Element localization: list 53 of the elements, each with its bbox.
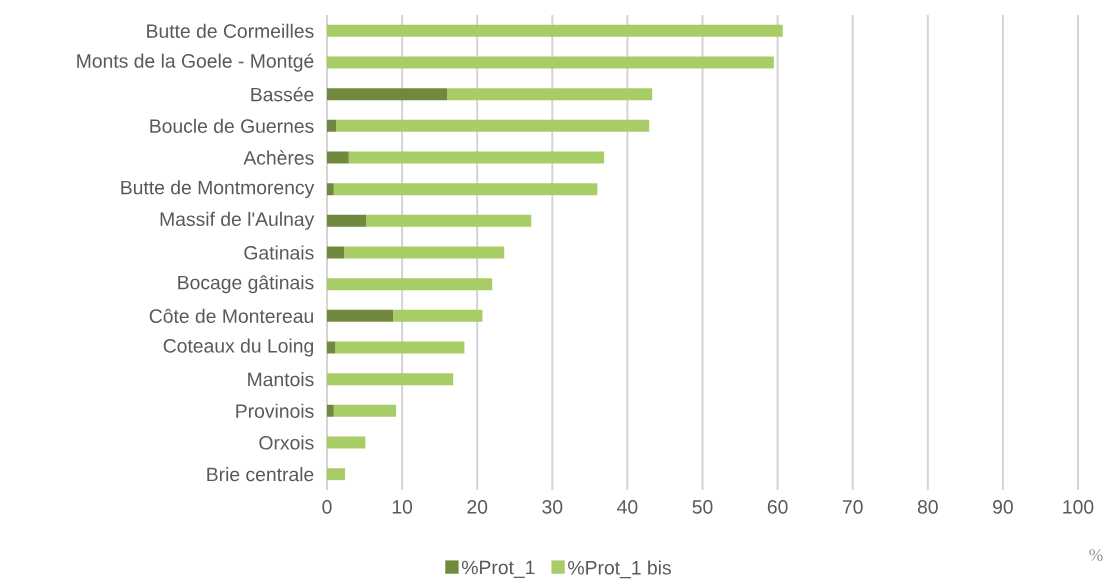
bar [327, 88, 448, 101]
y-tick-label: Gatinais [244, 245, 314, 260]
y-tick-label: Mantois [248, 372, 314, 387]
text: % [1089, 549, 1103, 561]
x-tick-label: 40 [617, 500, 638, 514]
bar [327, 24, 783, 37]
x-tick-label: 20 [467, 500, 488, 514]
bar [327, 404, 334, 417]
bar [348, 151, 605, 164]
bar [333, 183, 598, 196]
y-tick-label: Massif de l'Aulnay [160, 211, 315, 230]
x-tick-label: 0 [322, 500, 332, 514]
x-tick-label: 10 [392, 500, 413, 514]
x-tick-label: 70 [842, 500, 863, 514]
y-tick-label: Brie centrale [207, 467, 314, 482]
y-tick-label: Monts de la Goele - Montgé [77, 53, 314, 72]
x-tick-label: 80 [917, 500, 938, 514]
bar [327, 373, 454, 386]
bar [327, 151, 349, 164]
bar [327, 278, 493, 291]
x-tick-label: 30 [542, 500, 563, 514]
legend-label: %Prot_1 [461, 560, 535, 578]
y-tick-label: Achères [243, 150, 314, 165]
bar [335, 341, 465, 354]
bar [327, 214, 367, 227]
bar [393, 309, 483, 322]
bar [327, 56, 774, 69]
bar [327, 468, 346, 481]
y-tick-label: Orxois [259, 435, 314, 450]
y-tick-label: Butte de Cormeilles [147, 23, 314, 38]
bar [327, 246, 345, 259]
legend-label: %Prot_1 bis [568, 560, 671, 579]
y-tick-label: Boucle de Guernes [150, 118, 314, 133]
bar [327, 183, 334, 196]
y-tick-label: Bassée [251, 86, 314, 102]
y-tick-label: Bocage gâtinais [178, 275, 314, 294]
x-tick-label: 90 [993, 500, 1013, 514]
bar [333, 404, 397, 417]
y-tick-label: Côte de Montereau [149, 308, 313, 323]
x-tick-label: 50 [692, 500, 713, 514]
bar [366, 214, 532, 227]
bar [447, 88, 653, 101]
bar [327, 341, 336, 354]
bar [327, 309, 394, 322]
bar [327, 436, 366, 449]
bar [327, 119, 337, 132]
bar [344, 246, 505, 259]
y-tick-label: Provinois [236, 403, 314, 418]
y-tick-label: Butte de Montmorency [121, 180, 315, 199]
x-tick-label: 100 [1063, 500, 1094, 514]
bar [336, 119, 650, 132]
x-tick-label: 60 [767, 500, 788, 514]
y-tick-label: Coteaux du Loing [163, 338, 314, 357]
